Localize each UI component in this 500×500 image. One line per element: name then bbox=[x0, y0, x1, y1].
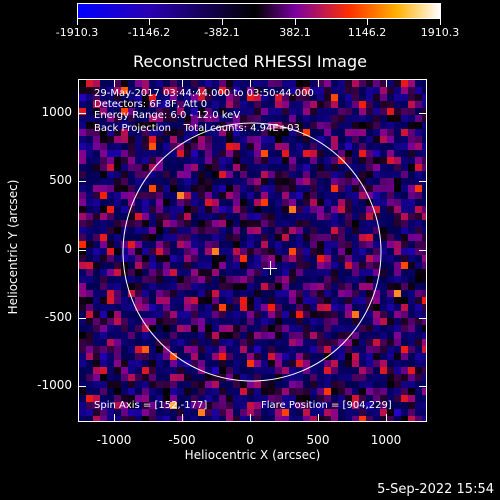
y-tick-label: 1000 bbox=[41, 105, 72, 119]
image-canvas bbox=[79, 80, 426, 421]
colorbar bbox=[77, 3, 441, 19]
info-method-counts: Back Projection Total counts: 4.94E+03 bbox=[94, 123, 300, 134]
x-tick-mark bbox=[250, 79, 251, 87]
y-tick-mark bbox=[78, 386, 86, 387]
solar-limb-circle bbox=[122, 122, 382, 382]
y-tick-mark bbox=[419, 113, 427, 114]
y-tick-label: 500 bbox=[49, 173, 72, 187]
x-tick-label: 0 bbox=[246, 433, 254, 447]
info-flare-position: Flare Position = [904,229] bbox=[261, 400, 392, 411]
y-tick-mark bbox=[78, 318, 86, 319]
info-energy-range: Energy Range: 6.0 - 12.0 keV bbox=[94, 110, 241, 121]
colorbar-label: -1146.2 bbox=[127, 26, 171, 39]
y-tick-mark bbox=[419, 181, 427, 182]
colorbar-label: 382.1 bbox=[279, 26, 311, 39]
x-tick-mark bbox=[386, 79, 387, 87]
x-tick-mark bbox=[250, 414, 251, 422]
x-tick-label: 1000 bbox=[370, 433, 402, 447]
y-tick-label: -1000 bbox=[37, 378, 72, 392]
colorbar-tick bbox=[222, 19, 223, 25]
spin-axis-marker-v bbox=[270, 261, 271, 275]
colorbar-label: 1910.3 bbox=[420, 26, 460, 39]
info-detectors: Detectors: 6F 8F, Att 0 bbox=[94, 99, 208, 110]
x-tick-mark bbox=[318, 79, 319, 87]
y-tick-mark bbox=[419, 250, 427, 251]
x-tick-mark bbox=[318, 414, 319, 422]
y-tick-label: -500 bbox=[44, 310, 72, 324]
colorbar-label: 1146.2 bbox=[347, 26, 387, 39]
image-pixels bbox=[79, 80, 426, 421]
y-tick-mark bbox=[78, 181, 86, 182]
y-axis-label: Heliocentric Y (arcsec) bbox=[6, 179, 20, 315]
plot-title: Reconstructed RHESSI Image bbox=[133, 52, 367, 71]
timestamp: 5-Sep-2022 15:54 bbox=[377, 482, 494, 497]
colorbar-label: -382.1 bbox=[204, 26, 240, 39]
x-tick-mark bbox=[114, 79, 115, 87]
x-tick-mark bbox=[386, 414, 387, 422]
x-tick-mark bbox=[182, 79, 183, 87]
x-tick-label: 500 bbox=[306, 433, 330, 447]
y-tick-label: 0 bbox=[64, 242, 72, 256]
x-axis-label: Heliocentric X (arcsec) bbox=[184, 448, 321, 462]
y-tick-mark bbox=[419, 318, 427, 319]
colorbar-tick bbox=[367, 19, 368, 25]
rhessi-image-plot[interactable] bbox=[78, 79, 427, 422]
colorbar-tick bbox=[149, 19, 150, 25]
colorbar-tick bbox=[295, 19, 296, 25]
y-tick-mark bbox=[419, 386, 427, 387]
x-tick-label: -1000 bbox=[96, 433, 132, 447]
x-tick-mark bbox=[182, 414, 183, 422]
y-tick-mark bbox=[78, 113, 86, 114]
x-tick-label: -500 bbox=[168, 433, 196, 447]
colorbar-tick bbox=[440, 19, 441, 25]
info-spin-axis: Spin Axis = [152,-177] bbox=[94, 400, 208, 411]
x-tick-mark bbox=[114, 414, 115, 422]
colorbar-label: -1910.3 bbox=[55, 26, 99, 39]
info-time-range: 29-May-2017 03:44:44.000 to 03:50:44.000 bbox=[94, 88, 314, 99]
colorbar-tick bbox=[77, 19, 78, 25]
y-tick-mark bbox=[78, 250, 86, 251]
